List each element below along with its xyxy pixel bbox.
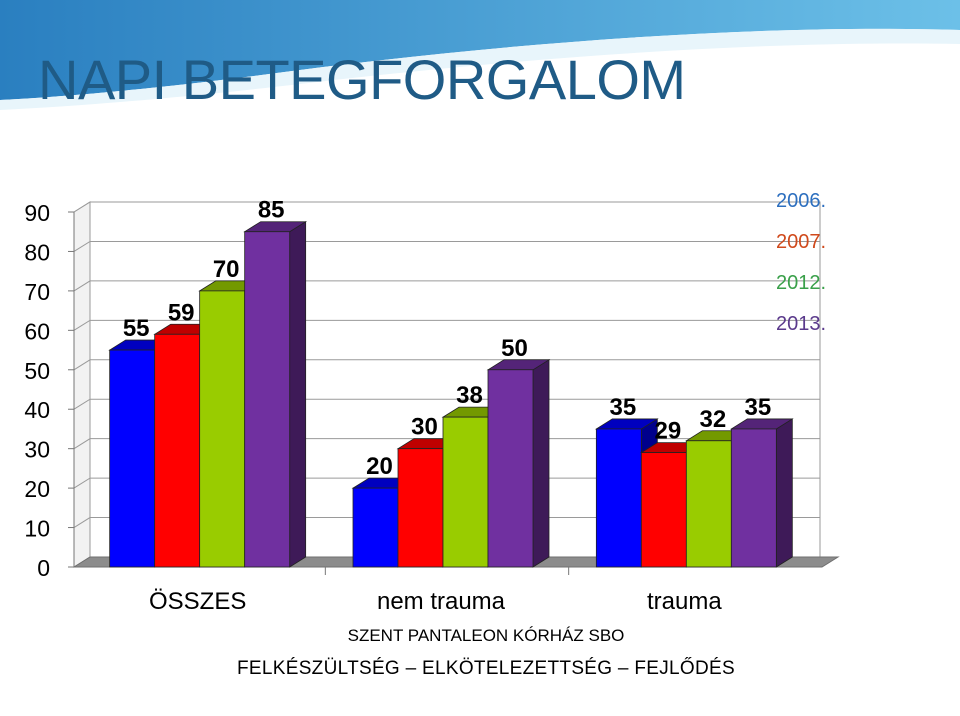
footer-hospital-name: SZENT PANTALEON KÓRHÁZ SBO (347, 626, 625, 645)
gridline (73, 477, 820, 489)
x-category-label: ÖSSZES (149, 588, 246, 615)
header-wave-decoration (0, 0, 960, 112)
gridline (73, 398, 820, 410)
bar-2007-2 (639, 441, 704, 568)
legend-item: 2006. (776, 190, 826, 212)
bar-2013-0 (243, 221, 308, 568)
data-label: 20 (366, 453, 393, 480)
data-label: 50 (501, 335, 528, 362)
y-tick-label: 40 (24, 397, 50, 423)
chart-data-labels: 55 59 70 85 20 30 38 50 35 29 32 35 (123, 197, 771, 480)
data-label: 85 (258, 197, 285, 224)
chart-side-wall (73, 201, 91, 568)
data-label: 55 (123, 315, 150, 342)
footer-motto: FELKÉSZÜLTSÉG – ELKÖTELEZETTSÉG – FEJLŐD… (237, 658, 735, 679)
x-category-label: nem trauma (377, 588, 506, 615)
x-axis-category-labels: ÖSSZES nem trauma trauma (149, 567, 722, 615)
y-tick-label: 0 (37, 555, 50, 581)
y-tick-label: 10 (24, 516, 50, 542)
slide-title: NAPI BETEGFORGALOM (38, 48, 686, 111)
y-tick-label: 20 (24, 476, 50, 502)
bar-2013-1 (486, 359, 551, 568)
gridline (73, 517, 820, 528)
y-tick-label: 90 (24, 200, 50, 226)
y-tick-label: 50 (24, 358, 50, 384)
y-tick-label: 30 (24, 437, 50, 463)
y-tick-label: 70 (24, 279, 50, 305)
gridline (73, 319, 820, 331)
legend-item: 2012. (776, 272, 826, 294)
slide-header-banner: NAPI BETEGFORGALOM (0, 0, 960, 112)
data-label: 30 (411, 414, 438, 441)
data-label: 29 (654, 418, 681, 445)
gridline (73, 359, 820, 371)
gridline (73, 438, 820, 450)
y-axis-tick-labels: 0 10 20 30 40 50 60 70 80 90 (24, 200, 50, 581)
chart-legend: 2006. 2007. 2012. 2013. (776, 190, 826, 335)
y-tick-label: 60 (24, 318, 50, 344)
chart-gridlines (68, 201, 820, 568)
data-label: 35 (609, 394, 636, 421)
x-category-label: trauma (647, 588, 722, 615)
bar-2013-2 (729, 418, 794, 568)
gridline (73, 240, 820, 252)
chart-bars (108, 221, 794, 568)
legend-item: 2007. (776, 231, 826, 253)
data-label: 32 (699, 406, 726, 433)
gridline (73, 201, 820, 213)
y-tick-label: 80 (24, 239, 50, 265)
data-label: 70 (213, 256, 240, 283)
gridline (73, 280, 820, 292)
data-label: 38 (456, 382, 483, 409)
data-label: 59 (168, 299, 195, 326)
data-label: 35 (744, 394, 771, 421)
legend-item: 2013. (776, 313, 826, 335)
